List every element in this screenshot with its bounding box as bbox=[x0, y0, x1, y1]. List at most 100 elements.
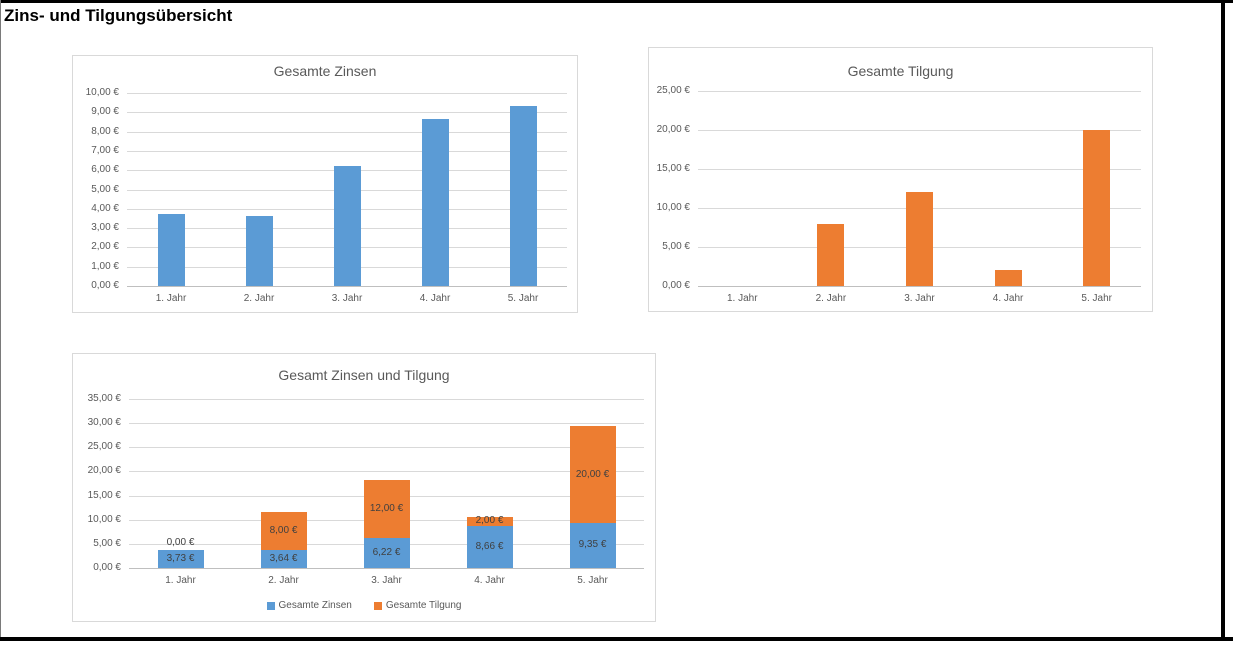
legend-item-gesamte-tilgung: Gesamte Tilgung bbox=[373, 600, 462, 611]
x-axis-line bbox=[127, 286, 567, 287]
bar-segment bbox=[906, 192, 933, 286]
bar-segment bbox=[260, 550, 307, 568]
bar-segment bbox=[817, 223, 845, 286]
y-axis-tick-label: 6,00 € bbox=[91, 164, 119, 175]
y-axis-tick-label: 7,00 € bbox=[91, 145, 119, 156]
y-axis-tick-label: 0,00 € bbox=[91, 280, 119, 291]
x-axis-tick-label: 2. Jahr bbox=[268, 575, 299, 586]
x-axis-line bbox=[129, 568, 644, 569]
y-axis-tick-label: 10,00 € bbox=[656, 202, 690, 213]
data-label: 8,66 € bbox=[475, 541, 504, 553]
data-label: 20,00 € bbox=[575, 468, 610, 480]
y-axis-tick-label: 25,00 € bbox=[87, 441, 121, 452]
y-axis-tick-label: 35,00 € bbox=[87, 393, 121, 404]
x-axis-tick-label: 1. Jahr bbox=[155, 293, 187, 304]
gridline bbox=[698, 169, 1141, 170]
legend-label: Gesamte Zinsen bbox=[278, 600, 352, 611]
y-axis-tick-label: 25,00 € bbox=[656, 85, 690, 96]
gridline bbox=[129, 399, 644, 400]
chart-gesamte-tilgung[interactable]: Gesamte Tilgung 0,00 € 5,00 € 10,00 € 15,00 … bbox=[648, 47, 1153, 312]
data-label: 8,00 € bbox=[269, 525, 298, 537]
chart-gesamte-zinsen[interactable]: Gesamte Zinsen 0,00 € 1,00 € 2,00 € 3,00 € 4,… bbox=[72, 55, 578, 313]
bar-segment bbox=[1083, 130, 1111, 286]
y-axis-tick-label: 20,00 € bbox=[87, 465, 121, 476]
x-axis-tick-label: 1. Jahr bbox=[165, 575, 196, 586]
data-label: 6,22 € bbox=[372, 546, 401, 558]
y-axis-tick-label: 9,00 € bbox=[91, 106, 119, 117]
bar-segment bbox=[157, 549, 204, 568]
legend-swatch bbox=[266, 601, 275, 610]
bar-segment bbox=[994, 270, 1022, 286]
page-border-bottom bbox=[0, 637, 1233, 641]
legend-item-gesamte-zinsen: Gesamte Zinsen bbox=[266, 600, 352, 611]
y-axis-tick-label: 3,00 € bbox=[91, 222, 119, 233]
data-label: 12,00 € bbox=[369, 502, 404, 514]
bar-segment bbox=[333, 165, 361, 286]
y-axis-tick-label: 8,00 € bbox=[91, 126, 119, 137]
x-axis-tick-label: 5. Jahr bbox=[1081, 293, 1112, 304]
y-axis-tick-label: 10,00 € bbox=[87, 514, 121, 525]
data-label: 0,00 € bbox=[166, 536, 195, 548]
data-label: 3,64 € bbox=[269, 553, 298, 565]
y-axis-tick-label: 15,00 € bbox=[87, 490, 121, 501]
y-axis-tick-label: 0,00 € bbox=[93, 562, 121, 573]
x-axis-tick-label: 1. Jahr bbox=[727, 293, 758, 304]
gridline bbox=[129, 423, 644, 424]
chart-title: Gesamte Tilgung bbox=[847, 63, 954, 79]
bar-segment bbox=[260, 511, 307, 551]
x-axis-tick-label: 4. Jahr bbox=[474, 575, 505, 586]
gridline bbox=[127, 93, 567, 94]
x-axis-tick-label: 4. Jahr bbox=[419, 293, 451, 304]
gridline bbox=[127, 112, 567, 113]
y-axis-tick-label: 15,00 € bbox=[656, 163, 690, 174]
x-axis-tick-label: 5. Jahr bbox=[507, 293, 539, 304]
bar-segment bbox=[569, 522, 616, 568]
gridline bbox=[129, 471, 644, 472]
chart-gesamt-zinsen-und-tilgung[interactable]: Gesamt Zinsen und Tilgung 0,00 € 5,00 € 10,… bbox=[72, 353, 656, 622]
data-label: 9,35 € bbox=[578, 539, 607, 551]
y-axis-tick-label: 30,00 € bbox=[87, 417, 121, 428]
x-axis-tick-label: 3. Jahr bbox=[904, 293, 935, 304]
bar-segment bbox=[363, 480, 410, 538]
y-axis-tick-label: 5,00 € bbox=[662, 241, 690, 252]
legend: Gesamte Zinsen Gesamte Tilgung bbox=[73, 600, 655, 611]
bar-segment bbox=[245, 215, 273, 286]
x-axis-line bbox=[698, 286, 1141, 287]
bar-segment bbox=[466, 516, 513, 527]
y-axis-tick-label: 4,00 € bbox=[91, 203, 119, 214]
bar-segment bbox=[421, 118, 449, 286]
x-axis-tick-label: 3. Jahr bbox=[331, 293, 363, 304]
y-axis-tick-label: 20,00 € bbox=[656, 124, 690, 135]
page-title: Zins- und Tilgungsübersicht bbox=[4, 6, 233, 25]
x-axis-tick-label: 5. Jahr bbox=[577, 575, 608, 586]
page-border-right bbox=[1221, 0, 1225, 641]
y-axis-tick-label: 2,00 € bbox=[91, 241, 119, 252]
chart-title: Gesamte Zinsen bbox=[273, 63, 377, 79]
chart-title: Gesamt Zinsen und Tilgung bbox=[278, 367, 450, 383]
data-label: 2,00 € bbox=[475, 515, 504, 527]
data-label: 3,73 € bbox=[166, 552, 195, 564]
page-border-left bbox=[0, 0, 1, 637]
x-axis-tick-label: 2. Jahr bbox=[243, 293, 275, 304]
legend-label: Gesamte Tilgung bbox=[385, 600, 462, 611]
gridline bbox=[127, 132, 567, 133]
y-axis-tick-label: 10,00 € bbox=[85, 87, 119, 98]
legend-swatch bbox=[373, 601, 382, 610]
y-axis-tick-label: 1,00 € bbox=[91, 261, 119, 272]
x-axis-tick-label: 4. Jahr bbox=[992, 293, 1024, 304]
y-axis-tick-label: 5,00 € bbox=[91, 184, 119, 195]
bar-segment bbox=[466, 526, 513, 568]
x-axis-tick-label: 3. Jahr bbox=[371, 575, 402, 586]
gridline bbox=[129, 447, 644, 448]
bar-segment bbox=[569, 426, 616, 523]
page-border-top bbox=[0, 0, 1233, 3]
bar-segment bbox=[157, 214, 185, 286]
gridline bbox=[698, 91, 1141, 92]
gridline bbox=[127, 151, 567, 152]
gridline bbox=[698, 130, 1141, 131]
x-axis-tick-label: 2. Jahr bbox=[815, 293, 847, 304]
y-axis-tick-label: 0,00 € bbox=[662, 280, 690, 291]
bar-segment bbox=[509, 105, 537, 286]
bar-segment bbox=[363, 537, 410, 568]
